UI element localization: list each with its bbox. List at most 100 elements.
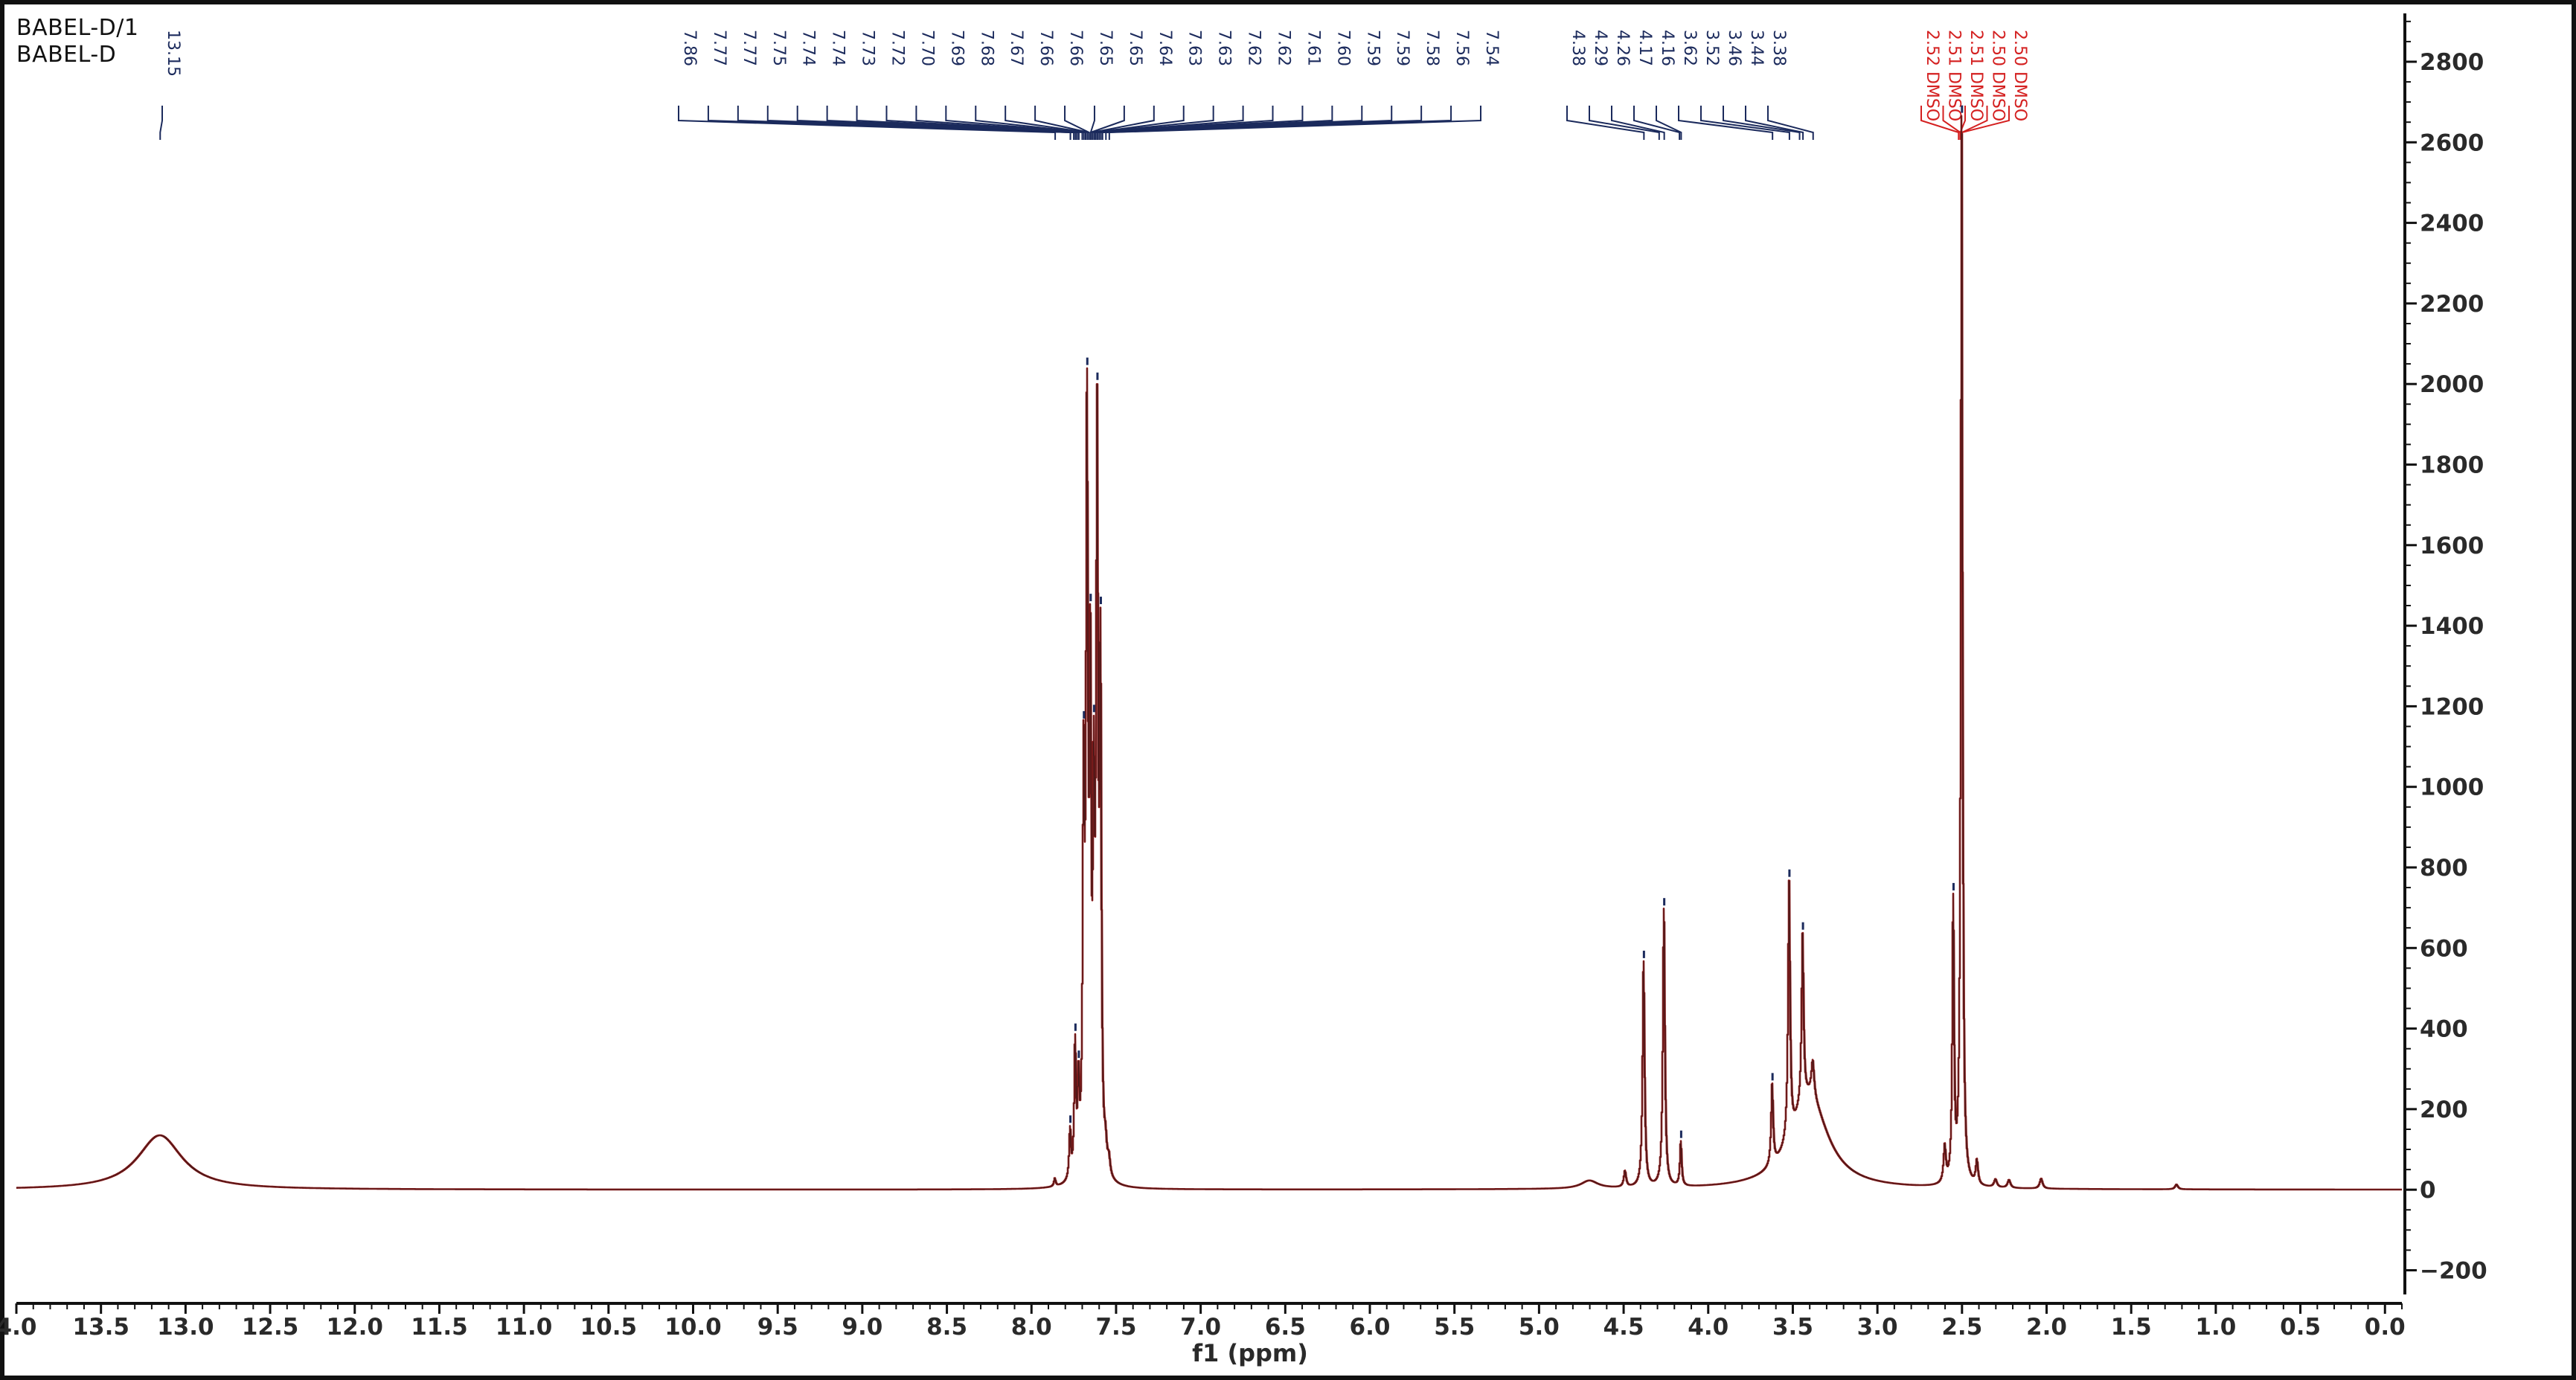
peak-label: 3.46 [1725, 30, 1743, 66]
peak-label: 7.59 [1393, 30, 1412, 66]
peak-leader-line [1920, 106, 1960, 140]
x-tick-label: 3.0 [1857, 1314, 1898, 1341]
y-tick-label: 600 [2420, 935, 2468, 962]
peak-leader-line [975, 106, 1087, 140]
peak-label: 4.29 [1591, 30, 1609, 66]
x-tick-label: 11.5 [411, 1314, 468, 1341]
y-tick-label: 1000 [2420, 774, 2484, 801]
sample-name: BABEL-D/1 [16, 15, 139, 41]
peak-leader-line [1611, 106, 1665, 140]
peak-label: 7.75 [769, 30, 788, 66]
peak-leader-line [1745, 106, 1804, 140]
peak-label: 7.58 [1423, 30, 1441, 66]
x-tick-label: 2.5 [1941, 1314, 1982, 1341]
peak-label: 7.77 [740, 30, 758, 66]
annotation-group: 13.15 [159, 30, 182, 140]
y-tick-label: 1200 [2420, 693, 2484, 720]
peak-leader-line [1034, 106, 1090, 140]
peak-leader-line [1108, 106, 1481, 140]
x-tick-label: 9.0 [842, 1314, 882, 1341]
x-tick-label: 4.0 [1688, 1314, 1728, 1341]
peak-label: 7.63 [1215, 30, 1234, 66]
x-tick-label: 6.0 [1350, 1314, 1391, 1341]
peak-label: 7.72 [888, 30, 906, 66]
peak-leader-line [1093, 106, 1214, 140]
y-tick-label: 2400 [2420, 211, 2484, 237]
x-tick-label: 12.5 [242, 1314, 299, 1341]
x-axis-title: f1 (ppm) [1192, 1339, 1308, 1367]
x-tick-label: 10.0 [664, 1314, 722, 1341]
peak-label: 2.50 DMSO [2011, 30, 2029, 121]
x-tick-label: 11.0 [496, 1314, 553, 1341]
peak-leader-line [1092, 106, 1155, 140]
peak-label: 7.77 [710, 30, 728, 66]
peak-label: 7.66 [1066, 30, 1085, 66]
peak-leader-line [159, 106, 163, 140]
peak-leader-line [915, 106, 1083, 140]
annotation-group: 7.86 7.77 7.77 7.75 7.74 7.74 7.73 7.72 7.70 7.69… [678, 30, 1501, 140]
peak-label: 2.50 DMSO [1989, 30, 2008, 121]
x-tick-label: 4.5 [1603, 1314, 1644, 1341]
peak-leader-line [1656, 106, 1682, 140]
x-tick-label: 9.5 [757, 1314, 798, 1341]
peak-label: 7.67 [1007, 30, 1025, 66]
peak-label: 7.59 [1363, 30, 1382, 66]
peak-label: 4.17 [1635, 30, 1654, 66]
sample-id: BABEL-D [16, 42, 117, 68]
peak-label: 3.52 [1702, 30, 1721, 66]
peak-leader-line [885, 106, 1080, 140]
peak-leader-line [796, 106, 1077, 140]
peak-label: 7.73 [859, 30, 877, 66]
annotation-group: 2.52 DMSO 2.51 DMSO 2.51 DMSO 2.50 DMSO 2.50… [1920, 30, 2029, 140]
peak-leader-line [1566, 106, 1645, 140]
x-tick-label: 13.0 [157, 1314, 214, 1341]
x-tick-label: 1.5 [2111, 1314, 2152, 1341]
x-tick-label: 0.5 [2280, 1314, 2321, 1341]
x-tick-label: 7.5 [1095, 1314, 1136, 1341]
peak-label: 7.61 [1304, 30, 1322, 66]
x-tick-label: 2.0 [2026, 1314, 2067, 1341]
y-tick-label: 200 [2420, 1097, 2468, 1123]
peak-leader-line [1959, 106, 1966, 140]
x-tick-label: 1.0 [2195, 1314, 2236, 1341]
peak-label: 13.15 [164, 30, 182, 77]
peak-label: 4.38 [1569, 30, 1587, 66]
peak-annotations: 13.15 7.86 7.77 7.77 7.75 7.74 7.74 7.73 7.72 7.7… [159, 30, 2029, 140]
peak-leader-line [1096, 106, 1304, 140]
y-tick-label: 2600 [2420, 129, 2484, 156]
peak-label: 2.51 DMSO [1967, 30, 1985, 121]
peak-label: 7.62 [1275, 30, 1293, 66]
x-tick-label: 0.0 [2365, 1314, 2406, 1341]
x-tick-label: 5.5 [1434, 1314, 1475, 1341]
spectrum-plot [16, 105, 2403, 1191]
x-tick-label: 12.0 [327, 1314, 384, 1341]
y-tick-label: 400 [2420, 1016, 2468, 1043]
peak-label: 7.68 [977, 30, 996, 66]
peak-leader-line [1723, 106, 1801, 140]
x-tick-label: 6.5 [1265, 1314, 1306, 1341]
x-tick-label: 10.5 [580, 1314, 638, 1341]
peak-label: 7.63 [1185, 30, 1204, 66]
annotation-group: 4.38 4.29 4.26 4.17 4.16 3.62 3.52 3.46 3.44 3.38 [1566, 30, 1814, 140]
y-tick-label: 2000 [2420, 371, 2484, 398]
y-tick-label: 1600 [2420, 533, 2484, 559]
peak-label: 7.65 [1126, 30, 1144, 66]
peak-label: 3.44 [1747, 30, 1766, 66]
peak-label: 7.69 [947, 30, 966, 66]
x-tick-label: 8.0 [1011, 1314, 1052, 1341]
peak-label: 4.16 [1658, 30, 1676, 66]
y-tick-label: 1400 [2420, 613, 2484, 640]
peak-label: 7.74 [799, 30, 818, 66]
spectrum-trace [16, 115, 2403, 1191]
peak-label: 7.74 [829, 30, 848, 66]
peak-label: 2.51 DMSO [1945, 30, 1964, 121]
x-tick-label: 5.0 [1519, 1314, 1560, 1341]
peak-leader-line [1064, 106, 1090, 140]
peak-leader-line [1678, 106, 1774, 140]
y-tick-label: 1800 [2420, 452, 2484, 478]
peak-leader-line [1089, 106, 1125, 140]
y-tick-label: −200 [2420, 1258, 2487, 1285]
